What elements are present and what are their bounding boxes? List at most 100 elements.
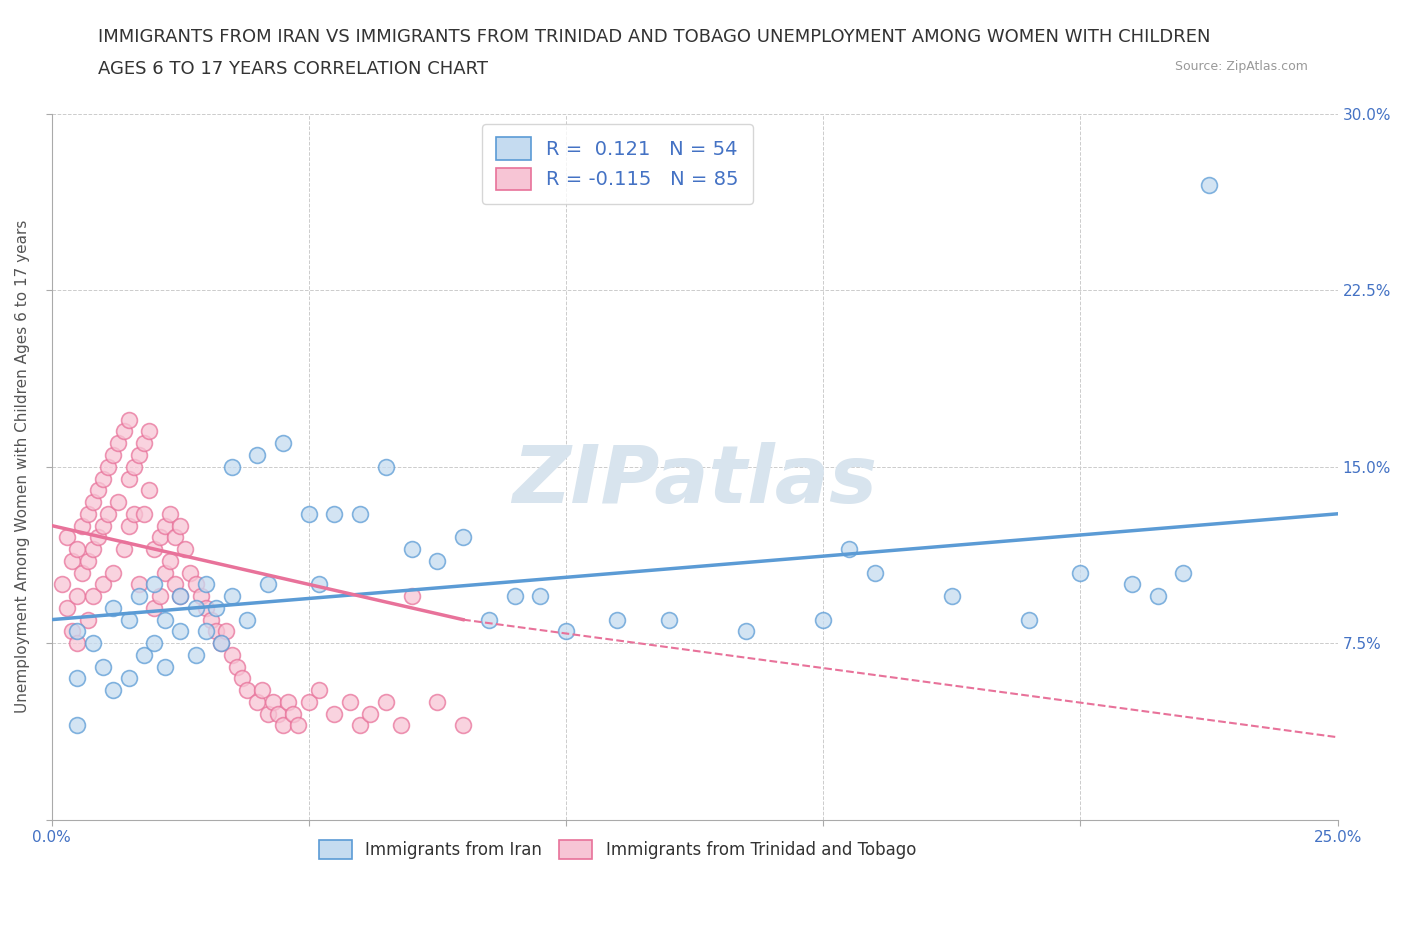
Point xyxy=(112,424,135,439)
Point xyxy=(82,495,104,510)
Point xyxy=(87,530,110,545)
Point xyxy=(91,577,114,591)
Point xyxy=(128,447,150,462)
Point xyxy=(66,624,89,639)
Point xyxy=(103,565,125,580)
Text: IMMIGRANTS FROM IRAN VS IMMIGRANTS FROM TRINIDAD AND TOBAGO UNEMPLOYMENT AMONG W: IMMIGRANTS FROM IRAN VS IMMIGRANTS FROM … xyxy=(98,28,1211,46)
Point xyxy=(246,695,269,710)
Point xyxy=(271,436,294,451)
Point xyxy=(153,565,176,580)
Point xyxy=(1173,565,1195,580)
Point xyxy=(56,601,79,616)
Point xyxy=(72,518,94,533)
Point xyxy=(103,683,125,698)
Point xyxy=(97,459,120,474)
Point xyxy=(138,483,160,498)
Point xyxy=(283,706,305,721)
Point xyxy=(360,706,382,721)
Point xyxy=(287,718,309,733)
Point xyxy=(103,601,125,616)
Point xyxy=(735,624,758,639)
Point xyxy=(134,647,156,662)
Point xyxy=(205,624,228,639)
Point xyxy=(349,506,371,521)
Point xyxy=(246,447,269,462)
Point xyxy=(128,577,150,591)
Point xyxy=(153,612,176,627)
Point xyxy=(215,624,238,639)
Point xyxy=(72,565,94,580)
Point xyxy=(401,589,423,604)
Point xyxy=(60,553,83,568)
Point xyxy=(194,624,217,639)
Point xyxy=(451,530,474,545)
Point xyxy=(112,541,135,556)
Point xyxy=(159,506,181,521)
Point xyxy=(82,589,104,604)
Point xyxy=(205,601,228,616)
Point xyxy=(91,659,114,674)
Point xyxy=(1018,612,1040,627)
Point xyxy=(426,695,449,710)
Point xyxy=(225,659,247,674)
Point xyxy=(107,495,129,510)
Point xyxy=(148,589,170,604)
Point xyxy=(118,612,141,627)
Point xyxy=(231,671,253,686)
Point xyxy=(60,624,83,639)
Point xyxy=(122,506,145,521)
Point xyxy=(184,647,207,662)
Point xyxy=(66,671,89,686)
Point xyxy=(66,589,89,604)
Point xyxy=(606,612,628,627)
Point xyxy=(941,589,963,604)
Point xyxy=(169,624,191,639)
Point xyxy=(76,506,98,521)
Point xyxy=(271,718,294,733)
Point xyxy=(143,601,166,616)
Point xyxy=(76,553,98,568)
Point xyxy=(91,518,114,533)
Point xyxy=(184,601,207,616)
Point xyxy=(143,636,166,651)
Point xyxy=(451,718,474,733)
Point xyxy=(143,577,166,591)
Point xyxy=(138,424,160,439)
Point xyxy=(122,459,145,474)
Point xyxy=(118,472,141,486)
Point xyxy=(478,612,501,627)
Point xyxy=(1121,577,1143,591)
Point xyxy=(811,612,834,627)
Point xyxy=(298,506,321,521)
Point xyxy=(1069,565,1091,580)
Point xyxy=(256,706,278,721)
Text: AGES 6 TO 17 YEARS CORRELATION CHART: AGES 6 TO 17 YEARS CORRELATION CHART xyxy=(98,60,488,78)
Point xyxy=(107,436,129,451)
Point xyxy=(209,636,232,651)
Point xyxy=(308,683,330,698)
Point xyxy=(298,695,321,710)
Point xyxy=(374,695,396,710)
Point xyxy=(128,589,150,604)
Point xyxy=(143,541,166,556)
Point xyxy=(1198,177,1220,192)
Point xyxy=(236,683,259,698)
Point xyxy=(401,541,423,556)
Text: ZIPatlas: ZIPatlas xyxy=(512,442,877,520)
Point xyxy=(194,601,217,616)
Point xyxy=(82,541,104,556)
Point xyxy=(184,577,207,591)
Point xyxy=(134,436,156,451)
Point xyxy=(863,565,886,580)
Point xyxy=(66,636,89,651)
Point xyxy=(148,530,170,545)
Point xyxy=(163,530,186,545)
Point xyxy=(256,577,278,591)
Point xyxy=(87,483,110,498)
Point xyxy=(277,695,299,710)
Point xyxy=(66,541,89,556)
Point xyxy=(323,506,346,521)
Point xyxy=(56,530,79,545)
Point xyxy=(267,706,290,721)
Text: Source: ZipAtlas.com: Source: ZipAtlas.com xyxy=(1174,60,1308,73)
